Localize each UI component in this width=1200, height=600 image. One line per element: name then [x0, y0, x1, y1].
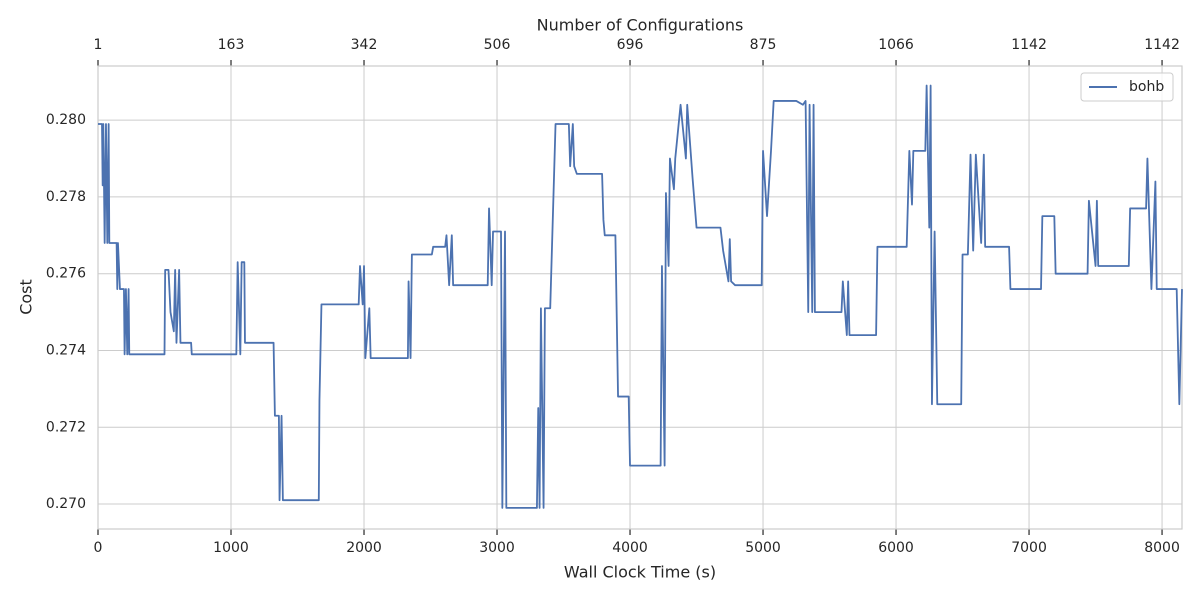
x-axis-label: Wall Clock Time (s)	[564, 563, 716, 582]
y-tick-label: 0.274	[46, 342, 86, 358]
x2-tick-label: 342	[351, 37, 378, 53]
x2-axis-label: Number of Configurations	[537, 16, 744, 35]
x2-tick-label: 1142	[1144, 37, 1180, 53]
x2-tick-label: 696	[617, 37, 644, 53]
x-tick-label: 1000	[213, 540, 249, 556]
legend-label: bohb	[1129, 79, 1164, 95]
x-tick-label: 2000	[346, 540, 382, 556]
x-tick-label: 0	[94, 540, 103, 556]
x-tick-label: 8000	[1144, 540, 1180, 556]
x-tick-label: 7000	[1011, 540, 1047, 556]
x2-tick-label: 1066	[878, 37, 914, 53]
legend-box	[1080, 72, 1174, 102]
x2-tick-label: 875	[750, 37, 777, 53]
x-tick-label: 4000	[612, 540, 648, 556]
y-tick-label: 0.270	[46, 496, 86, 512]
x2-tick-label: 1142	[1011, 37, 1047, 53]
x2-tick-label: 506	[484, 37, 511, 53]
x-tick-label: 5000	[745, 540, 781, 556]
y-tick-label: 0.276	[46, 266, 86, 282]
data-line	[98, 84, 1183, 509]
x2-tick-label: 1	[94, 37, 103, 53]
x-tick-label: 3000	[479, 540, 515, 556]
y-tick-label: 0.280	[46, 112, 86, 128]
y-tick-label: 0.278	[46, 189, 86, 205]
x-tick-label: 6000	[878, 540, 914, 556]
y-tick-label: 0.272	[46, 419, 86, 435]
plot-frame	[97, 65, 1183, 530]
x2-tick-label: 163	[218, 37, 245, 53]
y-axis-label: Cost	[17, 279, 36, 315]
